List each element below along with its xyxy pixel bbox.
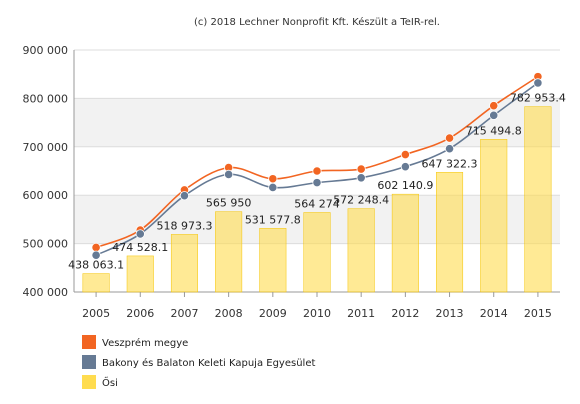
legend-swatch (82, 335, 96, 349)
series-marker (489, 101, 499, 111)
x-tick-label: 2013 (436, 307, 464, 320)
data-label: 438 063.1 (68, 259, 124, 272)
bar (524, 106, 552, 293)
series-marker (356, 164, 366, 174)
x-tick-label: 2011 (347, 307, 375, 320)
bar (480, 139, 508, 293)
series-marker (444, 144, 455, 154)
x-tick-label: 2007 (170, 307, 198, 320)
data-label: 782 953.4 (510, 92, 566, 105)
series-marker (91, 250, 101, 260)
x-tick-label: 2012 (391, 307, 419, 320)
x-tick-label: 2009 (259, 307, 287, 320)
plot-area: 400 000 500 000 600 000 700 000 800 000 900 0… (23, 44, 566, 320)
series-marker (444, 133, 455, 143)
x-tick-label: 2008 (215, 307, 243, 320)
y-tick-label: 400 000 (23, 286, 69, 299)
data-label: 518 973.3 (156, 219, 212, 232)
data-label: 531 577.8 (245, 213, 301, 226)
y-tick-label: 600 000 (23, 189, 69, 202)
y-tick-label: 900 000 (23, 44, 69, 57)
legend-label: Veszprém megye (102, 337, 188, 349)
series-marker (91, 242, 101, 253)
bar (303, 212, 331, 293)
bar (126, 255, 154, 293)
data-label: 715 494.8 (466, 124, 522, 137)
x-tick-label: 2010 (303, 307, 331, 320)
bar (215, 211, 243, 293)
legend-swatch (82, 355, 96, 369)
series-marker (268, 174, 278, 184)
series-marker (533, 78, 543, 88)
data-label: 564 274 (294, 197, 340, 210)
plot-band (74, 50, 560, 99)
legend-label: Bakony és Balaton Keleti Kapuja Egyesüle… (102, 357, 315, 369)
bar (436, 172, 464, 293)
x-tick-label: 2006 (126, 307, 154, 320)
y-tick-label: 500 000 (23, 238, 69, 251)
bar (347, 208, 375, 293)
y-tick-label: 800 000 (23, 92, 69, 105)
plot-band (74, 98, 560, 147)
x-tick-label: 2014 (480, 307, 508, 320)
series-marker (312, 166, 322, 176)
series-marker (356, 173, 366, 183)
series-marker (224, 169, 234, 179)
y-tick-label: 700 000 (23, 141, 69, 154)
legend-swatch (82, 375, 96, 389)
data-label: 647 322.3 (422, 157, 478, 170)
bar (391, 193, 419, 293)
series-marker (268, 182, 278, 193)
bar (259, 228, 287, 293)
series-marker (489, 110, 499, 120)
bar (82, 273, 110, 293)
series-marker (400, 149, 410, 160)
data-label: 474 528.1 (112, 241, 168, 254)
legend: Veszprém megye Bakony és Balaton Keleti K… (82, 335, 315, 389)
series-marker (400, 162, 410, 172)
bar (170, 234, 198, 293)
data-label: 572 248.4 (333, 194, 389, 207)
data-label: 565 950 (206, 197, 252, 210)
legend-label: Ősi (102, 375, 118, 389)
x-tick-label: 2015 (524, 307, 552, 320)
data-label: 602 140.9 (377, 179, 433, 192)
x-tick-label: 2005 (82, 307, 110, 320)
series-marker (135, 229, 145, 239)
series-marker (312, 178, 322, 188)
chart-credit: (c) 2018 Lechner Nonprofit Kft. Készült … (194, 16, 440, 28)
series-marker (179, 191, 190, 201)
